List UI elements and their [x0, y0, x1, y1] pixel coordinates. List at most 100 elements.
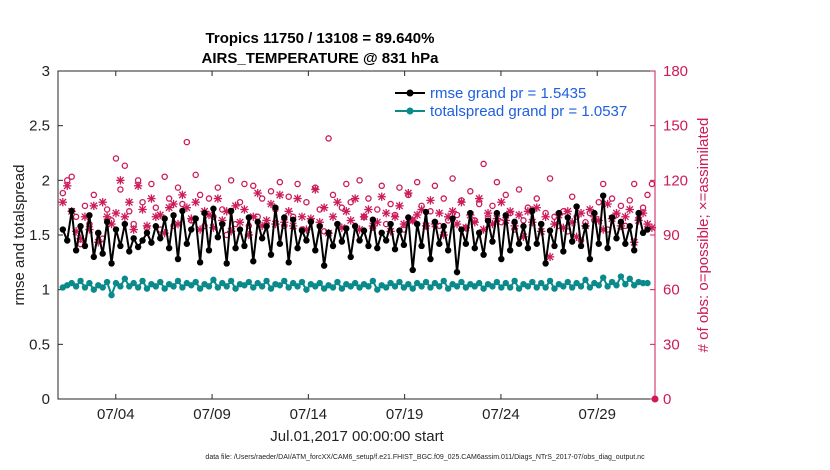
totalspread-point	[613, 282, 620, 289]
rmse-point	[152, 223, 160, 230]
totalspread-point	[511, 277, 518, 285]
y-right-tick-label: 0	[663, 391, 671, 408]
y-right-tick-label: 30	[663, 336, 680, 353]
possible-count-point	[453, 211, 461, 219]
totalspread-point	[188, 282, 195, 289]
rmse-point	[533, 240, 540, 247]
assimilated-count-point	[576, 208, 586, 218]
totalspread-point	[192, 278, 199, 286]
possible-count-point	[152, 204, 160, 211]
rmse-point	[188, 226, 195, 233]
assimilated-count-point	[240, 205, 249, 214]
rmse-point	[64, 237, 71, 244]
assimilated-count-point	[98, 198, 107, 207]
possible-count-point	[72, 213, 80, 221]
assimilated-count-point	[275, 190, 285, 200]
rmse-point	[86, 212, 93, 219]
rmse-point	[267, 251, 275, 258]
x-tick-label: 07/04	[97, 406, 135, 423]
possible-count-point	[458, 197, 465, 204]
possible-count-point	[68, 173, 75, 180]
totalspread-point	[254, 279, 261, 287]
legend-spread-label: totalspread grand pr = 1.0537	[430, 103, 627, 120]
rmse-point	[422, 208, 430, 216]
totalspread-point	[413, 279, 421, 287]
totalspread-point	[90, 286, 98, 293]
possible-count-point	[134, 177, 142, 184]
assimilated-count-point	[328, 212, 338, 221]
rmse-point	[250, 258, 257, 265]
rmse-point	[365, 242, 372, 250]
assimilated-count-point	[58, 198, 67, 207]
totalspread-point	[595, 282, 602, 289]
assimilated-count-point	[178, 190, 187, 200]
possible-count-point	[405, 191, 412, 199]
possible-count-point	[599, 180, 607, 188]
assimilated-count-point	[120, 212, 129, 221]
assimilated-count-point	[169, 199, 178, 209]
totalspread-point	[422, 278, 430, 286]
rmse-point	[95, 229, 102, 237]
totalspread-point	[568, 284, 576, 291]
rmse-point	[201, 209, 208, 217]
rmse-point	[303, 237, 310, 244]
possible-count-point	[493, 178, 501, 186]
assimilated-count-point	[213, 194, 223, 203]
possible-count-point	[418, 202, 425, 210]
totalspread-point	[81, 284, 89, 291]
possible-count-point	[258, 195, 266, 202]
rmse-point	[400, 241, 408, 249]
y-right-tick-label: 60	[663, 282, 680, 299]
totalspread-point	[400, 284, 408, 291]
totalspread-point	[644, 279, 651, 287]
rmse-point	[334, 220, 341, 228]
totalspread-point	[431, 279, 439, 287]
rmse-point	[493, 209, 501, 217]
possible-count-point	[365, 195, 372, 202]
possible-count-point	[174, 184, 182, 191]
legend: rmse grand pr = 1.5435 totalspread grand…	[392, 81, 652, 121]
rmse-point	[214, 233, 222, 241]
possible-count-point	[467, 188, 474, 195]
possible-count-point	[489, 202, 496, 210]
totalspread-point	[179, 284, 186, 291]
totalspread-point	[329, 284, 337, 291]
assimilated-count-point	[563, 207, 572, 216]
rmse-point	[272, 204, 279, 211]
totalspread-point	[493, 278, 501, 286]
y-left-tick-label: 3	[42, 63, 50, 80]
possible-count-point	[639, 204, 647, 211]
rmse-point	[444, 247, 452, 254]
totalspread-point	[250, 284, 257, 291]
y-left-tick-label: 0	[42, 391, 50, 408]
possible-count-point	[121, 162, 129, 170]
rmse-point	[325, 229, 332, 237]
totalspread-point	[502, 279, 509, 287]
rmse-point	[356, 237, 363, 244]
rmse-point	[489, 238, 496, 245]
rmse-point	[502, 212, 509, 219]
rmse-point	[396, 227, 403, 234]
rmse-point	[143, 229, 151, 237]
rmse-point	[298, 227, 306, 234]
y-right-tick-label: 90	[663, 227, 680, 244]
rmse-point	[139, 237, 146, 244]
rmse-point	[351, 223, 359, 230]
totalspread-point	[139, 277, 146, 285]
totalspread-point	[232, 285, 239, 292]
rmse-point	[591, 209, 598, 217]
rmse-point	[343, 225, 350, 232]
possible-count-point	[440, 195, 447, 202]
possible-count-point	[103, 206, 111, 213]
y-left-tick-label: 1	[42, 282, 50, 299]
totalspread-point	[157, 278, 164, 286]
rmse-point	[227, 207, 235, 215]
possible-count-point	[374, 206, 381, 213]
totalspread-point	[617, 273, 625, 280]
assimilated-count-point	[253, 188, 262, 198]
rmse-point	[77, 223, 84, 230]
assimilated-count-point	[452, 219, 462, 229]
rmse-point	[219, 220, 226, 228]
totalspread-point	[117, 283, 124, 290]
x-tick-label: 07/29	[578, 406, 616, 423]
